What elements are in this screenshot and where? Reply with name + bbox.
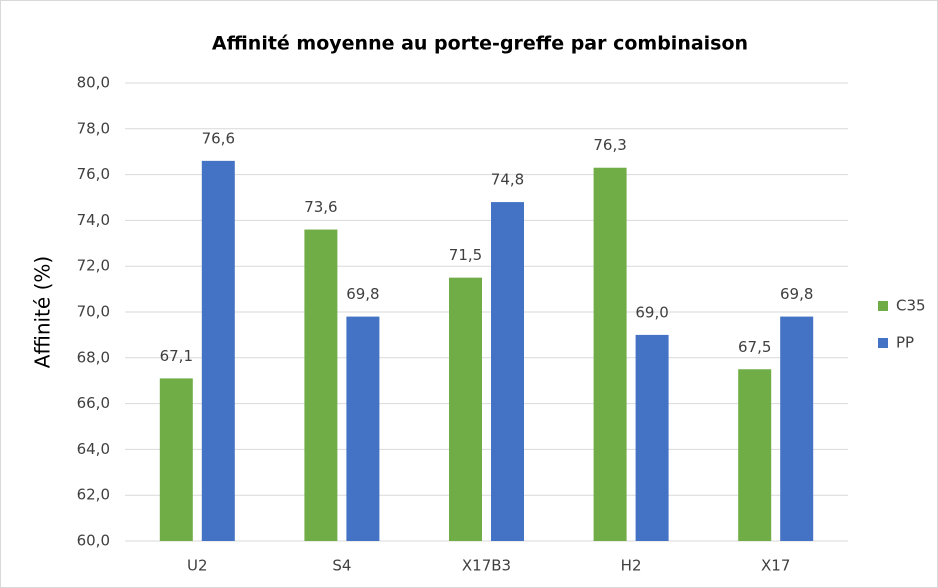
chart-title: Affinité moyenne au porte-greffe par com…	[212, 33, 748, 55]
y-tick-label: 66,0	[77, 394, 110, 412]
legend-label: C35	[896, 297, 926, 315]
y-tick-label: 62,0	[77, 486, 110, 504]
bar	[593, 167, 627, 542]
bar	[635, 334, 669, 541]
bar	[159, 378, 193, 541]
bar	[346, 316, 380, 541]
data-label: 67,1	[160, 347, 193, 365]
y-tick-label: 64,0	[77, 440, 110, 458]
bar	[738, 369, 772, 541]
x-tick-label: H2	[621, 557, 642, 575]
y-tick-label: 70,0	[77, 303, 110, 321]
x-tick-label: U2	[187, 557, 208, 575]
y-tick-label: 72,0	[77, 257, 110, 275]
bar	[491, 202, 524, 541]
legend-swatch	[878, 338, 888, 348]
data-label: 69,8	[346, 285, 379, 303]
y-tick-label: 78,0	[77, 119, 110, 137]
y-tick-label: 74,0	[77, 211, 110, 229]
x-tick-label: X17	[761, 557, 790, 575]
bar	[780, 316, 814, 541]
x-tick-label: X17B3	[462, 557, 511, 575]
data-label: 76,3	[593, 136, 626, 154]
y-axis-label: Affinité (%)	[31, 256, 55, 368]
x-tick-label: S4	[332, 557, 351, 575]
data-label: 67,5	[738, 338, 771, 356]
data-label: 76,6	[202, 129, 235, 147]
legend-label: PP	[896, 334, 914, 352]
legend-swatch	[878, 301, 888, 311]
y-tick-label: 80,0	[77, 74, 110, 92]
data-label: 74,8	[491, 171, 524, 189]
y-tick-label: 60,0	[77, 532, 110, 550]
data-label: 73,6	[304, 198, 337, 216]
y-tick-label: 68,0	[77, 348, 110, 366]
data-label: 69,0	[635, 303, 668, 321]
data-label: 69,8	[780, 285, 813, 303]
bar	[201, 160, 235, 542]
bar	[449, 277, 482, 541]
bar	[304, 229, 338, 541]
data-label: 71,5	[449, 246, 482, 264]
y-tick-label: 76,0	[77, 165, 110, 183]
